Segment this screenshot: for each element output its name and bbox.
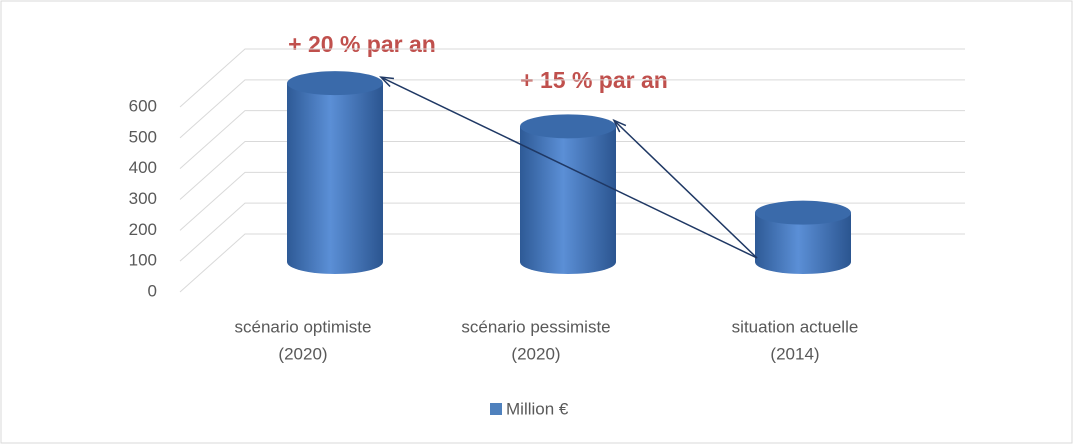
legend-swatch bbox=[490, 403, 502, 415]
y-tick-label: 0 bbox=[148, 281, 157, 300]
legend-label: Million € bbox=[506, 399, 569, 418]
x-tick-label: situation actuelle bbox=[732, 317, 859, 336]
annotation: + 20 % par an bbox=[288, 31, 436, 57]
cylinder-body bbox=[287, 83, 383, 275]
y-tick-label: 400 bbox=[129, 158, 157, 177]
cylinder-body bbox=[520, 126, 616, 274]
grid-line bbox=[179, 79, 965, 139]
cylinder-body bbox=[755, 212, 851, 274]
x-tick-label: (2014) bbox=[770, 344, 819, 363]
grid-line bbox=[179, 141, 965, 200]
arrow-head bbox=[612, 118, 627, 133]
grid-line bbox=[179, 202, 965, 262]
x-tick-label: (2020) bbox=[511, 344, 560, 363]
x-tick-label: scénario optimiste bbox=[234, 317, 371, 336]
y-tick-label: 500 bbox=[129, 127, 157, 146]
grid-line bbox=[179, 48, 965, 108]
cylinder-top bbox=[755, 200, 851, 225]
cylinder bbox=[287, 71, 383, 275]
grid-line bbox=[179, 171, 965, 231]
cylinder-top bbox=[287, 71, 383, 96]
cylinder bbox=[520, 114, 616, 274]
y-tick-label: 300 bbox=[129, 189, 157, 208]
x-tick-label: (2020) bbox=[278, 344, 327, 363]
x-tick-label: scénario pessimiste bbox=[461, 317, 610, 336]
grid-line bbox=[179, 110, 965, 170]
cylinder bbox=[755, 200, 851, 274]
arrow bbox=[613, 119, 758, 259]
cylinder-top bbox=[520, 114, 616, 139]
y-tick-label: 600 bbox=[129, 96, 157, 115]
y-tick-label: 100 bbox=[129, 251, 157, 270]
grid-line bbox=[179, 233, 965, 293]
arrow-head bbox=[379, 76, 395, 88]
y-tick-label: 200 bbox=[129, 220, 157, 239]
arrow bbox=[380, 76, 758, 259]
